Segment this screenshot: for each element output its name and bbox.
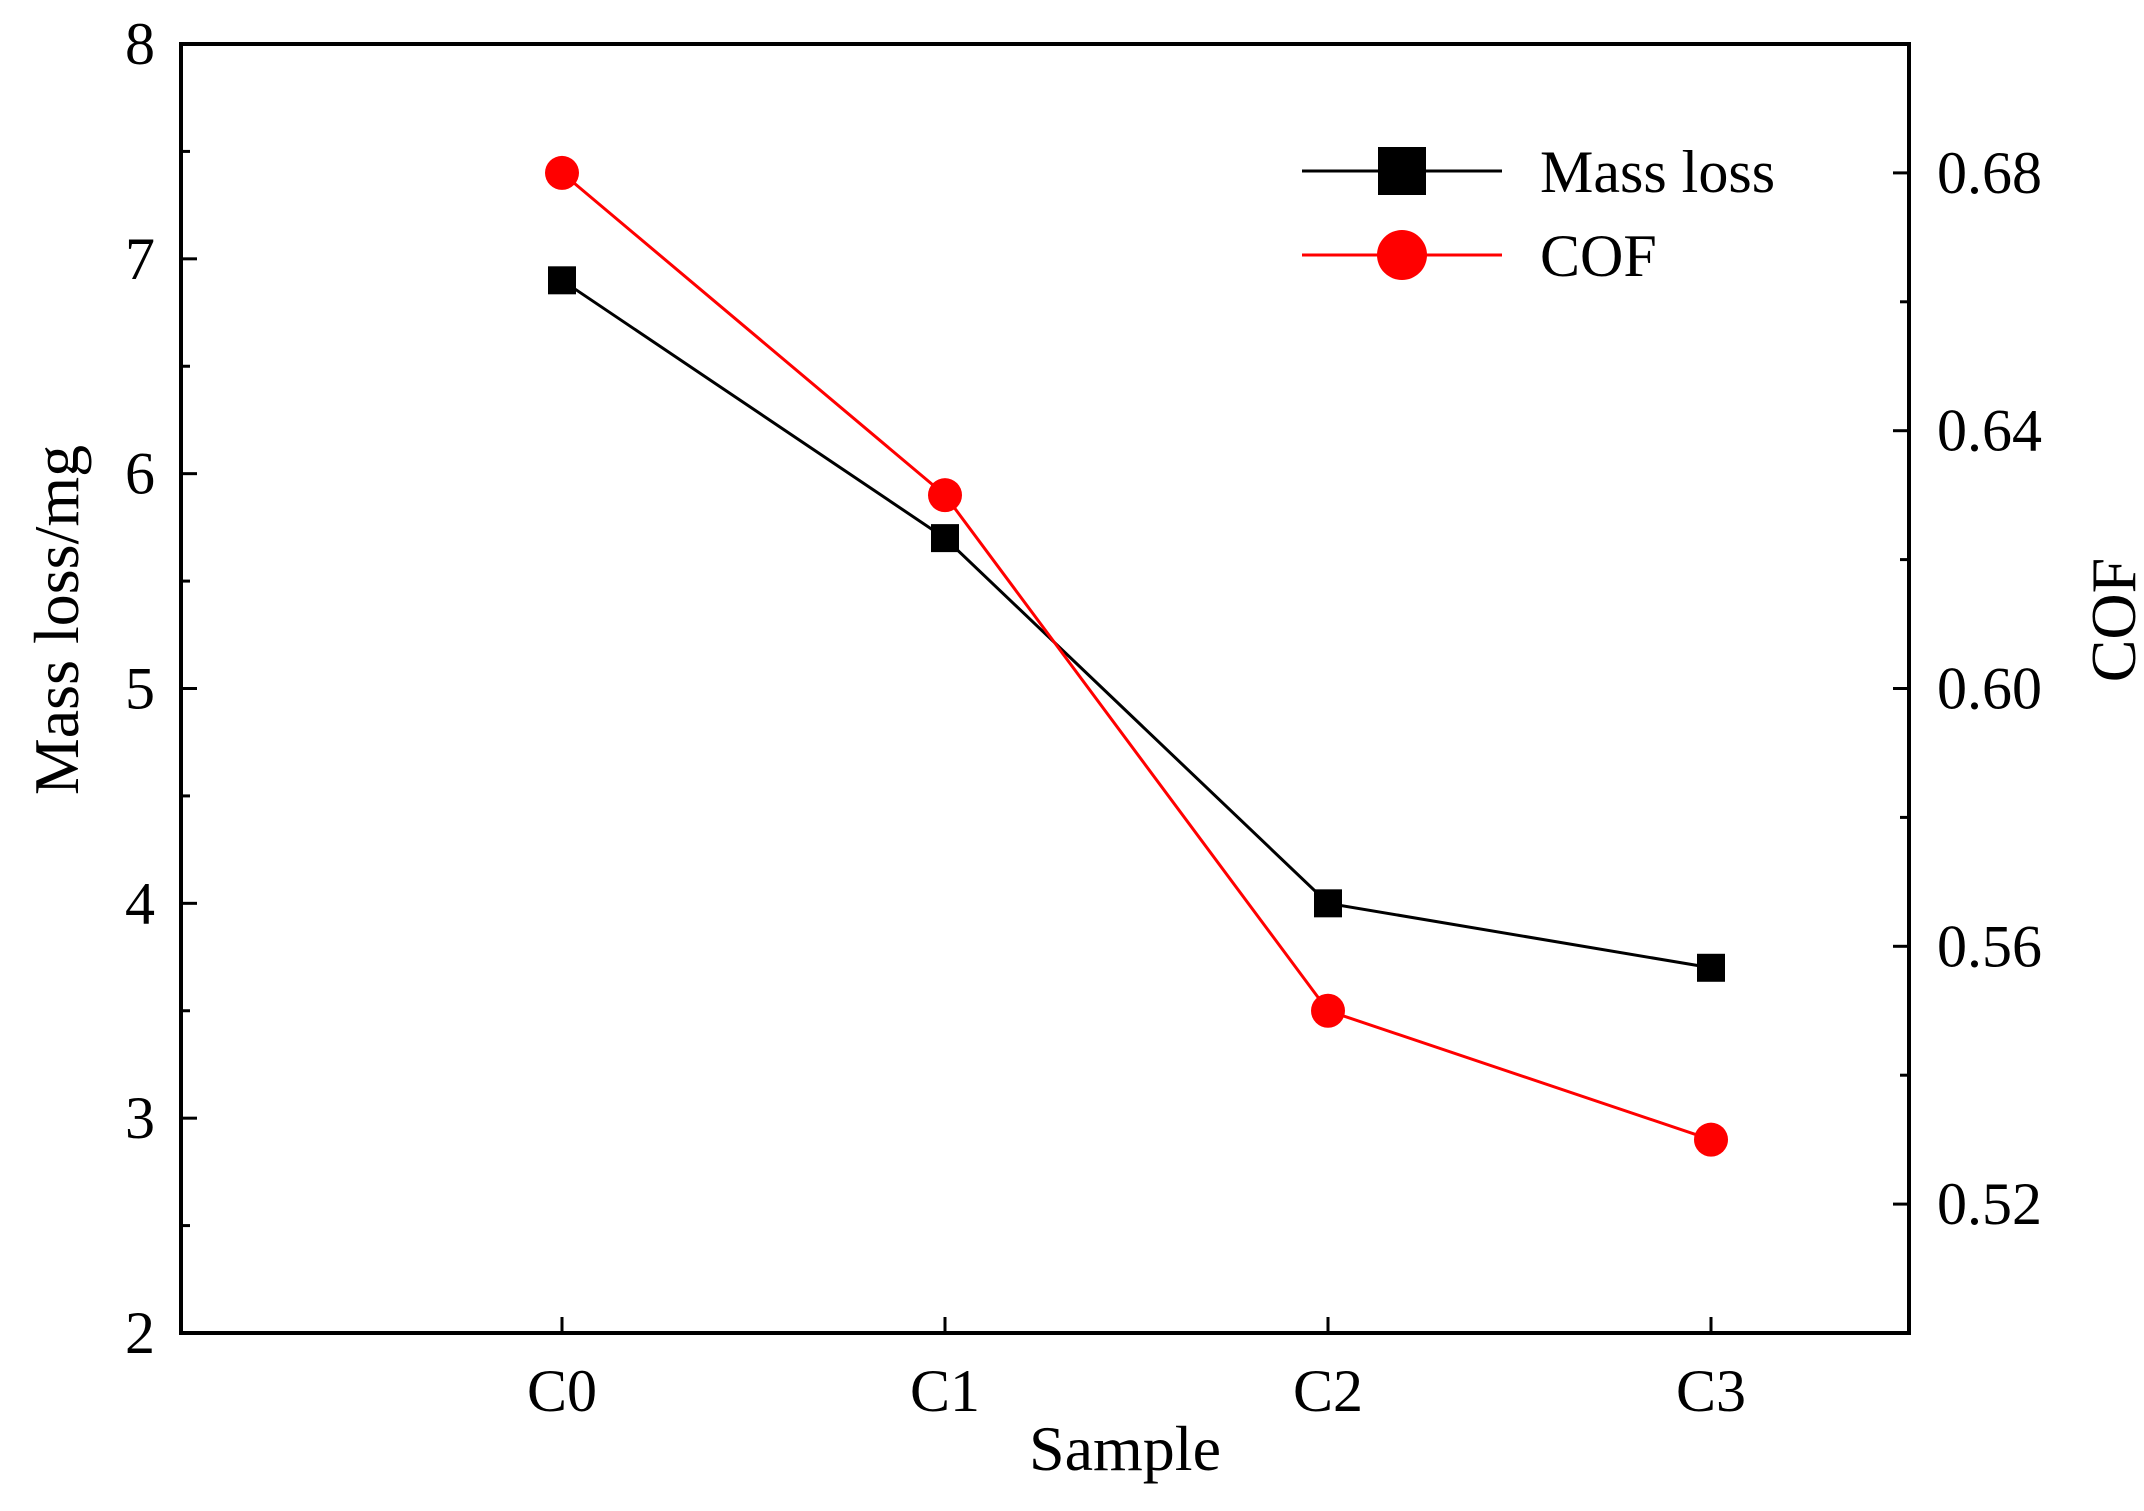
data-point-cof-c1 [928, 478, 962, 513]
y-left-tick-label-6: 6 [125, 441, 155, 507]
x-tick-label-c2: C2 [1293, 1358, 1363, 1424]
series-line-cof [561, 171, 1712, 1142]
y-left-axis-ticks: 2 3 4 5 6 7 8 [125, 11, 197, 1366]
data-point-mass-loss-c3 [1697, 953, 1725, 982]
x-axis-ticks: C0 C1 C2 C3 [527, 1317, 1746, 1424]
y-left-tick-label-8: 8 [125, 11, 155, 77]
y-right-tick-label-0.56: 0.56 [1937, 913, 2042, 979]
x-axis-title: Sample [1029, 1413, 1221, 1484]
data-point-cof-c2 [1311, 993, 1345, 1028]
y-left-tick-label-3: 3 [125, 1085, 155, 1151]
y-left-tick-label-2: 2 [125, 1300, 155, 1366]
legend-mass-loss-marker [1378, 147, 1426, 195]
data-point-mass-loss-c1 [931, 524, 959, 553]
legend-item-mass-loss: Mass loss [1302, 139, 1775, 205]
x-tick-label-c0: C0 [527, 1358, 597, 1424]
x-tick-label-c1: C1 [910, 1358, 980, 1424]
y-left-tick-label-4: 4 [125, 870, 155, 936]
y-left-axis-title: Mass loss/mg [21, 445, 92, 795]
series-line-mass-loss [561, 279, 1712, 970]
legend-cof-marker [1377, 230, 1427, 280]
x-tick-label-c3: C3 [1676, 1358, 1746, 1424]
legend-item-cof: COF [1302, 223, 1657, 289]
y-right-axis-ticks: 0.52 0.56 0.60 0.64 0.68 [1893, 42, 2042, 1335]
y-right-axis-title: COF [2078, 558, 2144, 683]
series-layer [545, 155, 1728, 1157]
legend-cof-label: COF [1540, 223, 1657, 289]
y-right-tick-label-0.52: 0.52 [1937, 1171, 2042, 1237]
y-right-tick-label-0.64: 0.64 [1937, 398, 2042, 464]
data-point-mass-loss-c2 [1314, 889, 1342, 918]
y-right-tick-label-0.68: 0.68 [1937, 140, 2042, 206]
data-point-cof-c0 [545, 155, 579, 190]
data-point-mass-loss-c0 [548, 266, 576, 295]
legend: Mass loss COF [1302, 139, 1775, 289]
legend-mass-loss-label: Mass loss [1540, 139, 1775, 205]
data-point-cof-c3 [1694, 1122, 1728, 1157]
y-right-tick-label-0.60: 0.60 [1937, 656, 2042, 722]
y-left-tick-label-5: 5 [125, 656, 155, 722]
y-left-tick-label-7: 7 [125, 226, 155, 292]
